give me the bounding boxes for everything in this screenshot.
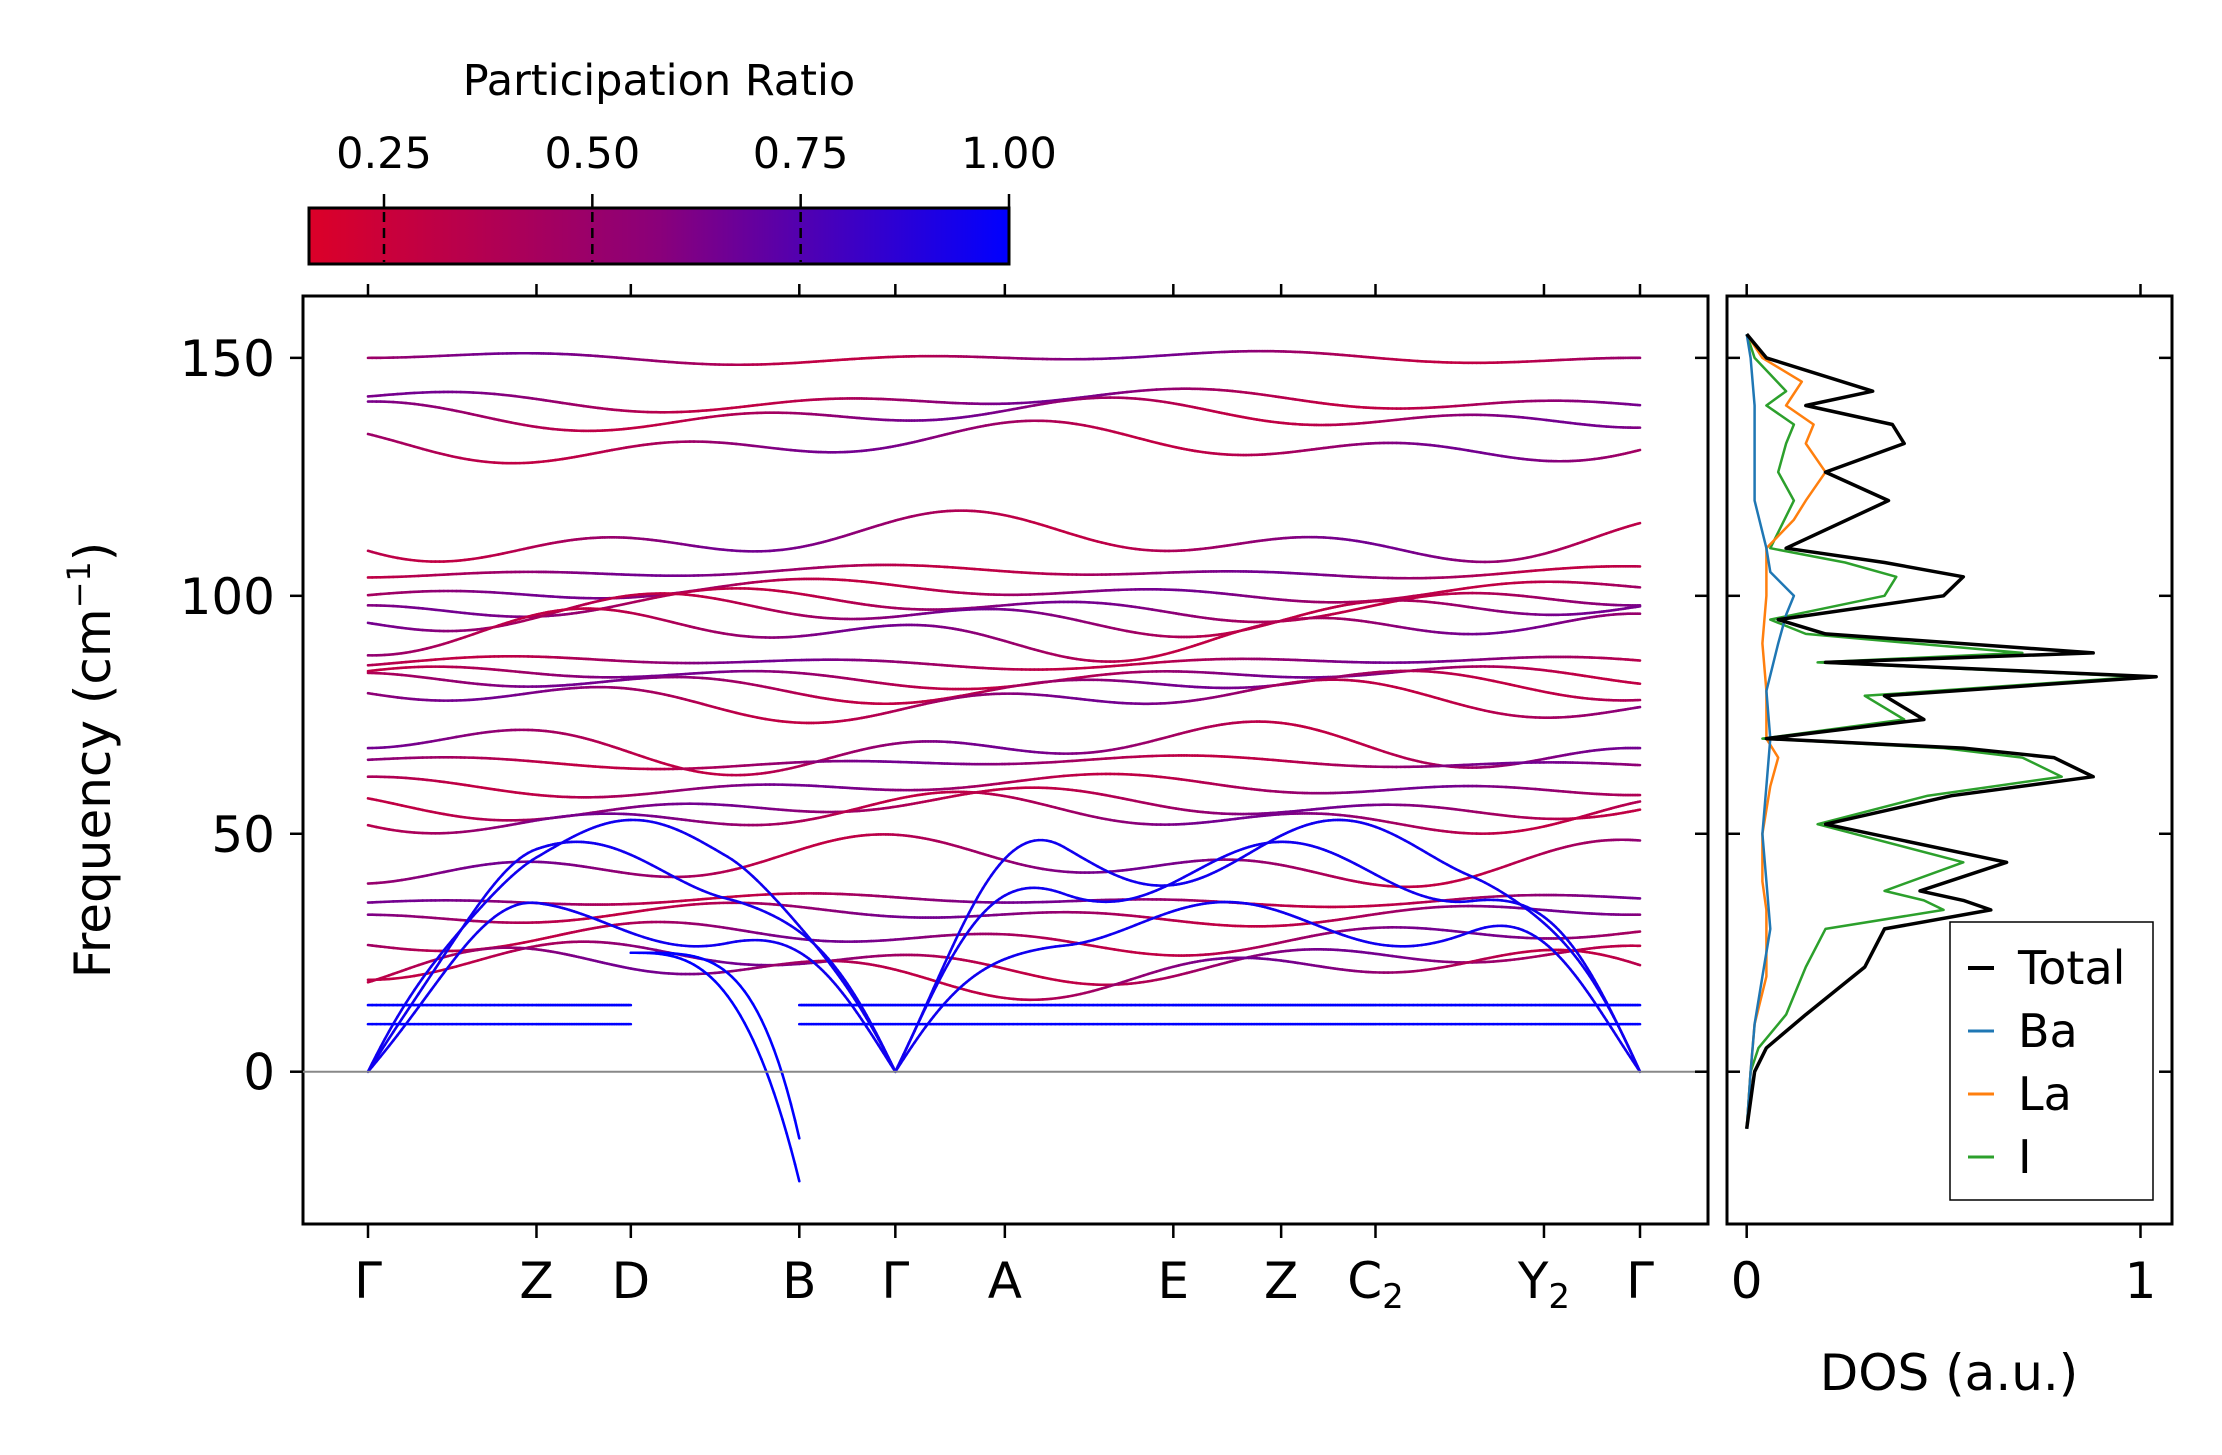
colorbar: Participation Ratio 0.25 0.50 0.75 1.00 [307, 56, 1057, 266]
colorbar-tick-label: 0.50 [544, 129, 640, 179]
band-lines [366, 349, 1642, 1183]
phonon-band [1636, 448, 1642, 452]
colorbar-tick-label: 1.00 [961, 129, 1057, 179]
colorbar-tick-label: 0.75 [753, 129, 849, 179]
colorbar-title: Participation Ratio [463, 56, 856, 106]
colorbar-tick-label: 0.25 [336, 129, 432, 179]
colorbar-gradient [307, 206, 1011, 266]
phonon-band [1636, 521, 1642, 526]
colorbar-ticks: 0.25 0.50 0.75 1.00 [336, 129, 1057, 262]
